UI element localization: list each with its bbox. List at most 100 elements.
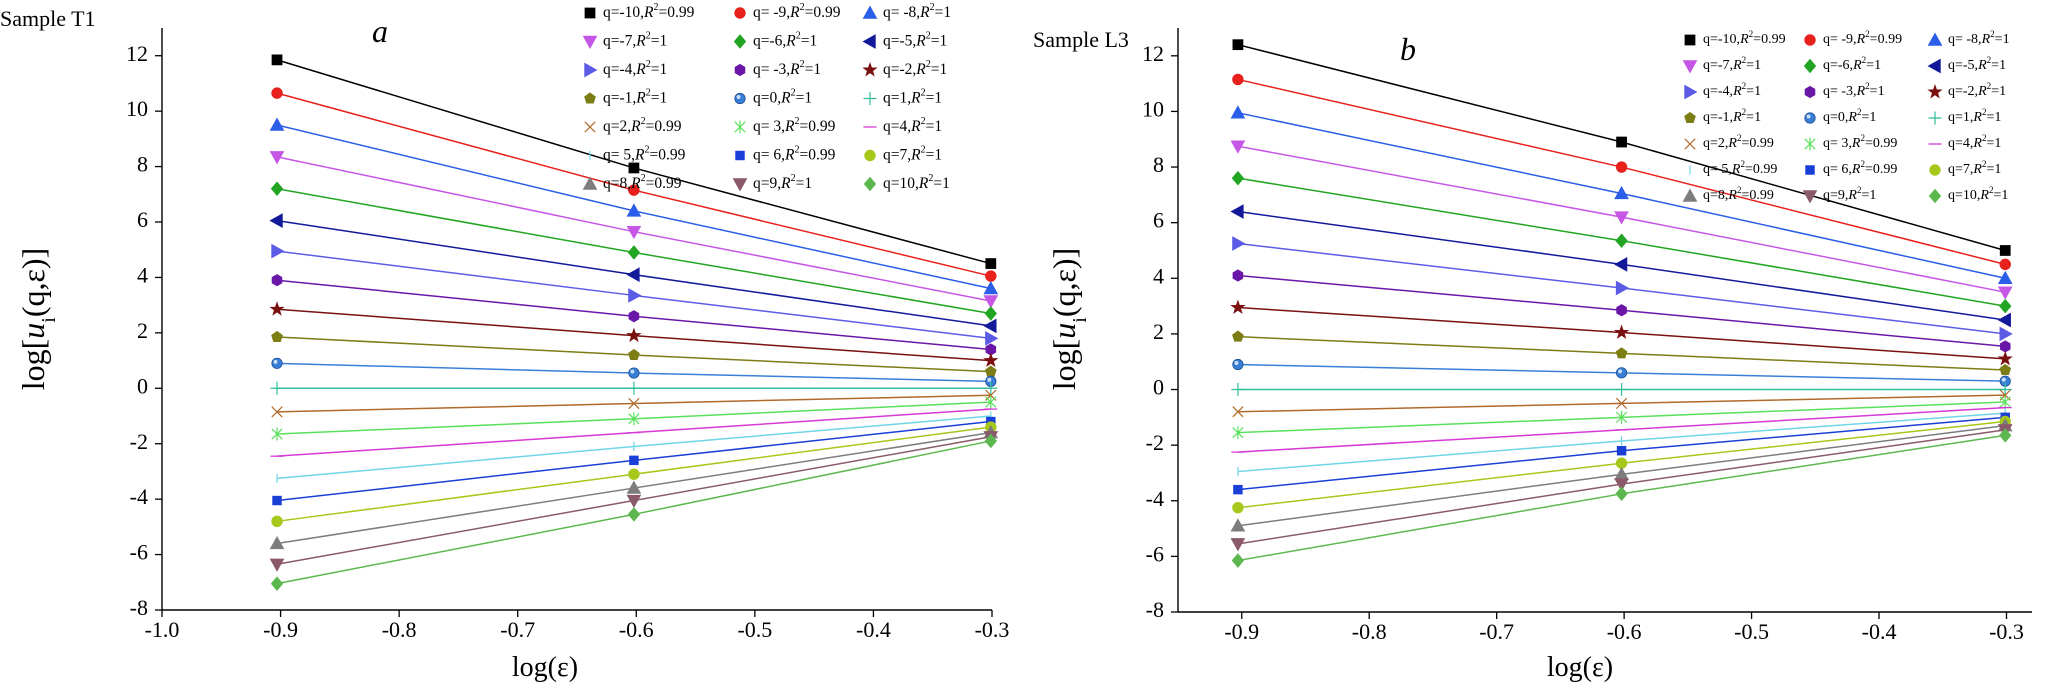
data-point [1615,486,1628,502]
y-tick-label: 12 [126,41,148,66]
legend-label: q= 6,R2=0.99 [753,144,836,163]
legend-marker [1928,188,1942,204]
data-point [271,274,283,287]
y-tick-label: 10 [1142,96,1164,121]
legend-marker [584,92,596,104]
series-q-4 [271,243,999,346]
data-point [985,331,999,346]
legend-marker [1804,112,1816,124]
legend-label: q= -8,R2=1 [883,2,951,21]
legend-item: q= -3,R2=1 [734,59,821,78]
data-point [269,213,283,228]
data-point [1614,185,1629,200]
data-point [983,318,997,334]
data-point [984,381,998,395]
legend-marker [1927,83,1943,99]
legend-marker [1804,137,1816,151]
legend-item: q=7,R2=1 [864,144,942,163]
y-tick-label: 6 [1153,208,1164,233]
data-point [1231,553,1245,568]
legend-label: q=2,R2=0.99 [603,116,682,135]
series-q-3 [271,274,997,356]
y-tick-label: -2 [130,429,148,454]
legend-label: q=-10,R2=0.99 [1703,29,1786,47]
legend-item: q=4,R2=1 [863,116,942,135]
data-point [1615,347,1628,359]
x-tick-label: -0.3 [975,617,1010,642]
legend-item: q=9,R2=1 [1802,185,1876,204]
legend-item: q=-7,R2=1 [582,30,667,50]
legend-label: q= -9,R2=0.99 [753,2,841,21]
series-q-1 [1232,330,2012,376]
data-point-highlight [987,377,992,382]
y-axis-label: log[ui(q,ε)] [15,248,60,391]
legend-item: q=-4,R2=1 [1684,81,1761,100]
series-q1 [270,381,998,395]
series-q4 [270,408,998,457]
data-point [1997,312,2011,328]
legend-label: q=9,R2=1 [753,173,812,192]
legend-marker [733,34,747,49]
data-point [1615,233,1628,249]
x-tick-label: -0.5 [737,617,772,642]
data-point [1999,245,2011,256]
series-q1 [1231,383,2012,397]
legend-item: q=-1,R2=1 [1684,107,1761,125]
legend-label: q= 5,R2=0.99 [1703,159,1777,177]
data-point [1615,161,1628,173]
chart-panel-a: -8 -6 -4 -2 0 2 4 6 8 10 12 -1.0 -0.9 -0.8 -0.7 -0.6 -0.… [0,2,1009,683]
legend-item: q=-5,R2=1 [862,30,947,49]
data-point [983,352,999,368]
legend-marker [1682,60,1698,74]
legend-marker [863,176,877,192]
data-point [271,515,283,528]
series-q3 [271,395,997,441]
legend-label: q=4,R2=1 [883,116,942,135]
legend-marker [584,121,596,133]
data-point [628,310,640,323]
legend-marker [862,5,878,19]
legend-label: q=8,R2=0.99 [1703,185,1774,203]
data-point [628,162,640,174]
data-point [1999,428,2012,443]
legend-label: q= 3,R2=0.99 [1823,133,1897,151]
legend-item: q=-7,R2=1 [1682,55,1761,74]
y-tick-label: -6 [130,540,148,565]
legend-item: q= 5,R2=0.99 [589,144,686,163]
x-tick-label: -1.0 [145,617,180,642]
data-point [1616,445,1627,456]
legend-item: q=8,R2=0.99 [1682,185,1774,203]
data-point [270,181,284,197]
data-point [627,381,641,395]
legend-marker [1684,84,1698,100]
series-q-2 [269,301,999,368]
series-q-7 [269,151,999,309]
legend-item: q=2,R2=0.99 [1684,133,1774,151]
data-point [1999,298,2012,314]
legend-item: q= -3,R2=1 [1804,81,1885,99]
y-tick-label: 12 [1142,41,1164,66]
data-point [269,535,285,550]
data-point [1232,269,1244,282]
data-point-highlight [273,359,278,364]
y-tick-label: 2 [137,318,148,343]
series-q-2 [1230,299,2013,366]
data-point [984,433,997,449]
data-point-highlight [1234,361,1239,365]
data-point [984,306,997,321]
legend-label: q=7,R2=1 [1948,159,2001,177]
x-tick-label: -0.9 [263,617,298,642]
legend-item: q=10,R2=1 [1928,185,2008,204]
legend-marker [862,34,876,49]
legend-item: q=-5,R2=1 [1927,55,2006,74]
data-point [1231,170,1245,186]
data-point [271,87,283,99]
legend-marker [1928,111,1942,125]
legend-marker [1927,32,1943,46]
legend-marker [582,35,598,50]
y-tick-label: 0 [1153,375,1164,400]
legend-item: q=2,R2=0.99 [584,116,682,135]
y-tick-label: 8 [1153,152,1164,177]
series-q-9 [271,87,997,282]
